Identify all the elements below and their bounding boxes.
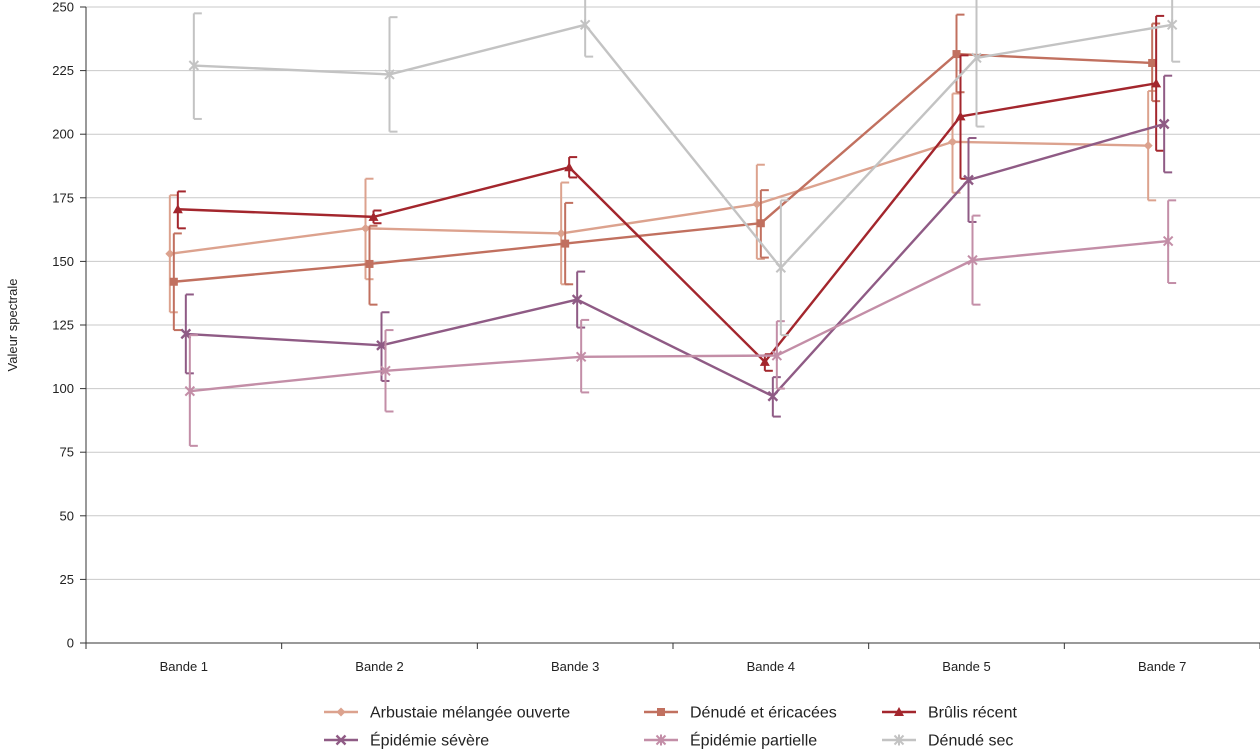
data-point — [967, 254, 978, 266]
data-point — [952, 50, 961, 59]
data-point — [172, 204, 183, 214]
data-point — [365, 259, 374, 268]
y-tick-label: 0 — [67, 636, 74, 651]
series-1 — [169, 13, 1161, 332]
y-tick-label: 100 — [52, 381, 74, 396]
data-point — [579, 19, 591, 31]
series-line — [169, 140, 1149, 255]
series-5 — [188, 0, 1181, 337]
legend-swatch-marker — [894, 707, 904, 716]
y-tick-label: 25 — [60, 572, 74, 587]
data-point — [759, 356, 770, 366]
series-group — [165, 0, 1181, 447]
legend-item: Dénudé et éricacées — [644, 705, 837, 722]
legend-label: Épidémie partielle — [690, 731, 817, 750]
series-line — [185, 122, 1165, 398]
axes: 0 25 50 75 100 125 150 175 200 225 250 Bande 1 Bande… — [5, 0, 1260, 674]
data-point — [180, 328, 192, 340]
data-point — [575, 351, 587, 363]
x-tick-label: Bande 4 — [747, 659, 795, 674]
y-axis-title: Valeur spectrale — [5, 279, 20, 372]
legend-swatch-marker — [655, 734, 667, 746]
data-point — [571, 294, 583, 305]
series-line — [177, 82, 1157, 364]
data-point — [188, 60, 200, 72]
data-point — [561, 239, 570, 248]
data-point — [184, 385, 196, 397]
x-tick-label: Bande 3 — [551, 659, 599, 674]
data-point — [1166, 19, 1178, 31]
data-point — [1151, 78, 1162, 88]
data-point — [767, 390, 779, 402]
y-tick-label: 125 — [52, 318, 74, 333]
series-line — [193, 23, 1173, 269]
y-tick-label: 75 — [60, 445, 74, 460]
legend-swatch-marker — [893, 734, 905, 746]
series-2 — [172, 14, 1165, 372]
y-tick-label: 150 — [52, 254, 74, 269]
data-point — [971, 52, 982, 64]
x-tick-label: Bande 5 — [942, 659, 990, 674]
data-point — [955, 111, 966, 121]
data-point — [1148, 58, 1157, 67]
legend-item: Brûlis récent — [882, 705, 1017, 722]
legend-item: Arbustaie mélangée ouverte — [324, 705, 570, 722]
legend: Arbustaie mélangée ouverte Dénudé et éric… — [324, 705, 1017, 750]
data-point — [556, 228, 566, 238]
data-point — [1158, 118, 1170, 130]
data-point — [771, 350, 783, 362]
x-tick-label: Bande 7 — [1138, 659, 1186, 674]
data-point — [169, 277, 178, 286]
data-point — [948, 137, 957, 147]
legend-swatch-marker — [335, 734, 347, 746]
data-point — [380, 365, 391, 377]
legend-item: Épidémie partielle — [644, 731, 817, 750]
data-point — [963, 174, 974, 186]
series-0 — [165, 89, 1157, 314]
x-tick-label: Bande 1 — [160, 659, 208, 674]
legend-label: Dénudé sec — [928, 733, 1013, 750]
data-point — [361, 223, 370, 233]
y-tick-label: 175 — [52, 190, 74, 205]
legend-item: Épidémie sévère — [324, 731, 489, 750]
data-point — [1162, 235, 1174, 247]
legend-label: Arbustaie mélangée ouverte — [370, 705, 570, 722]
y-tick-label: 250 — [52, 0, 74, 15]
legend-swatch-marker — [336, 707, 346, 717]
legend-label: Dénudé et éricacées — [690, 705, 837, 722]
series-4 — [184, 199, 1177, 447]
data-point — [775, 262, 787, 274]
series-line — [173, 52, 1153, 283]
data-point — [1143, 141, 1153, 151]
legend-label: Brûlis récent — [928, 705, 1017, 722]
data-point — [165, 249, 175, 259]
data-point — [564, 162, 575, 172]
legend-label: Épidémie sévère — [370, 731, 489, 750]
x-tick-label: Bande 2 — [355, 659, 403, 674]
data-point — [384, 68, 395, 80]
y-tick-label: 200 — [52, 127, 74, 142]
y-tick-label: 50 — [60, 508, 74, 523]
legend-item: Dénudé sec — [882, 733, 1013, 750]
y-tick-label: 225 — [52, 63, 74, 78]
series-3 — [180, 74, 1173, 418]
series-line — [189, 239, 1169, 393]
data-point — [756, 219, 765, 228]
data-point — [752, 199, 762, 209]
data-point — [368, 211, 379, 221]
gridlines — [86, 6, 1260, 580]
legend-swatch-marker — [657, 708, 665, 716]
